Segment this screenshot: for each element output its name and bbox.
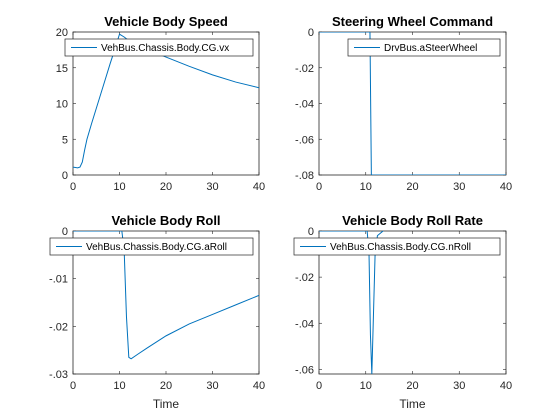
x-axis-label: Time bbox=[153, 397, 180, 411]
series-line bbox=[319, 32, 506, 175]
x-axis-label: Time bbox=[399, 397, 426, 411]
legend-label: VehBus.Chassis.Body.CG.aRoll bbox=[86, 242, 227, 253]
x-tick-label: 0 bbox=[316, 380, 322, 392]
x-tick-label: 40 bbox=[253, 380, 265, 392]
x-tick-label: 30 bbox=[206, 181, 218, 193]
x-tick-label: 30 bbox=[453, 380, 465, 392]
y-tick-label: -.04 bbox=[295, 99, 314, 111]
x-tick-label: 10 bbox=[360, 181, 372, 193]
y-tick-label: -.02 bbox=[295, 272, 314, 284]
legend-box bbox=[49, 237, 254, 256]
legend: VehBus.Chassis.Body.CG.aRoll bbox=[49, 237, 254, 256]
chart-title: Steering Wheel Command bbox=[332, 14, 493, 29]
legend-box bbox=[347, 38, 501, 57]
y-tick-label: -.04 bbox=[295, 318, 314, 330]
legend-label: VehBus.Chassis.Body.CG.vx bbox=[101, 43, 229, 54]
y-tick-label: -.03 bbox=[49, 369, 68, 381]
x-tick-label: 30 bbox=[453, 181, 465, 193]
y-tick-label: -.01 bbox=[49, 274, 68, 286]
series-line bbox=[73, 33, 259, 169]
subplot-4: 0 10 20 30 40 0 -.02 -.04 -.06 Vehicle Body Roll … bbox=[293, 213, 512, 411]
x-tick-label: 20 bbox=[406, 181, 418, 193]
y-tick-label: -.08 bbox=[295, 170, 314, 182]
chart-title: Vehicle Body Roll bbox=[111, 213, 220, 228]
x-tick-label: 20 bbox=[406, 380, 418, 392]
x-tick-label: 40 bbox=[500, 380, 512, 392]
chart-title: Vehicle Body Speed bbox=[104, 14, 228, 29]
x-tick-label: 30 bbox=[206, 380, 218, 392]
legend-box bbox=[64, 38, 254, 57]
x-tick-label: 0 bbox=[316, 181, 322, 193]
x-tick-label: 40 bbox=[253, 181, 265, 193]
subplot-1: 0 10 20 30 40 0 5 10 15 20 Vehicle Body Speed VehBu… bbox=[56, 14, 265, 193]
legend-box bbox=[293, 237, 501, 256]
subplot-3: 0 10 20 30 40 0 -.01 -.02 -.03 Vehicle Body Roll T… bbox=[49, 213, 265, 411]
x-tick-label: 10 bbox=[113, 181, 125, 193]
chart-title: Vehicle Body Roll Rate bbox=[342, 213, 483, 228]
x-tick-label: 40 bbox=[500, 181, 512, 193]
subplot-2: 0 10 20 30 40 0 -.02 -.04 -.06 -.08 Steering Wheel… bbox=[295, 14, 512, 193]
y-tick-label: -.02 bbox=[295, 63, 314, 75]
y-tick-label: 0 bbox=[308, 27, 314, 39]
legend: VehBus.Chassis.Body.CG.vx bbox=[64, 38, 254, 57]
y-tick-label: -.02 bbox=[49, 321, 68, 333]
x-tick-label: 10 bbox=[113, 380, 125, 392]
x-tick-label: 20 bbox=[160, 380, 172, 392]
y-tick-label: 15 bbox=[56, 63, 68, 75]
y-tick-label: 0 bbox=[308, 226, 314, 238]
x-tick-label: 0 bbox=[70, 181, 76, 193]
legend-label: VehBus.Chassis.Body.CG.nRoll bbox=[330, 242, 471, 253]
x-tick-label: 10 bbox=[360, 380, 372, 392]
y-tick-label: 10 bbox=[56, 99, 68, 111]
y-tick-label: -.06 bbox=[295, 134, 314, 146]
y-tick-label: 5 bbox=[62, 134, 68, 146]
legend: DrvBus.aSteerWheel bbox=[347, 38, 501, 57]
x-tick-label: 20 bbox=[160, 181, 172, 193]
legend: VehBus.Chassis.Body.CG.nRoll bbox=[293, 237, 501, 256]
y-tick-label: -.06 bbox=[295, 364, 314, 376]
y-tick-label: 20 bbox=[56, 27, 68, 39]
y-tick-label: 0 bbox=[62, 226, 68, 238]
y-tick-label: 0 bbox=[62, 170, 68, 182]
x-tick-label: 0 bbox=[70, 380, 76, 392]
legend-label: DrvBus.aSteerWheel bbox=[384, 43, 477, 54]
